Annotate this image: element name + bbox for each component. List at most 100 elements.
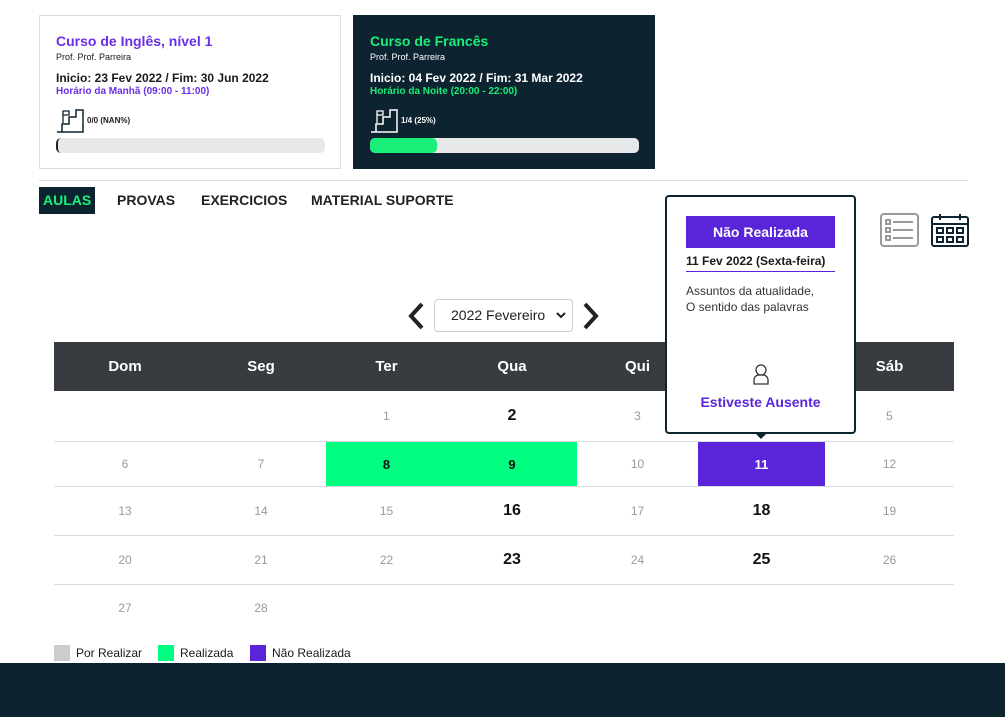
calendar-view-button[interactable] [931, 213, 969, 247]
legend-item: Por Realizar [54, 645, 142, 661]
day-number: 16 [503, 502, 521, 519]
day-number: 20 [118, 553, 132, 567]
course-schedule: Horário da Manhã (09:00 - 11:00) [56, 86, 210, 97]
course-title: Curso de Francês [370, 33, 489, 49]
stairs-icon [57, 109, 84, 133]
course-title: Curso de Inglês, nível 1 [56, 33, 213, 49]
course-dates: Inicio: 23 Fev 2022 / Fim: 30 Jun 2022 [56, 71, 269, 85]
progress-fill [370, 138, 438, 153]
tab[interactable]: PROVAS [117, 192, 176, 208]
progress-track [370, 138, 639, 153]
list-view-button[interactable] [880, 213, 919, 247]
dropdown-arrow [556, 312, 566, 319]
legend-item: Não Realizada [250, 645, 351, 661]
legend-label: Por Realizar [76, 646, 143, 660]
row-line [54, 486, 954, 487]
day-cell: 8 [326, 442, 447, 486]
day-number: 24 [630, 553, 645, 567]
day-cell: 28 [196, 585, 326, 630]
row-line [54, 535, 954, 536]
day-cell: 9 [447, 442, 577, 486]
legend-swatch [158, 645, 174, 661]
course-schedule: Horário da Noite (20:00 - 22:00) [370, 86, 518, 97]
day-cell: 21 [196, 536, 326, 584]
day-cell: 12 [825, 442, 954, 486]
day-number: 19 [882, 504, 897, 518]
day-cell: 2 [447, 391, 577, 441]
day-number: 27 [118, 600, 132, 615]
prev-month-button[interactable] [407, 302, 425, 330]
day-number: 17 [630, 504, 645, 518]
day-cell: 17 [577, 487, 698, 535]
progress-label: 0/0 (NAN%) [87, 116, 131, 125]
weekday: Qua [497, 358, 527, 375]
day-number: 8 [382, 456, 391, 472]
day-cell: 19 [825, 487, 954, 535]
day-cell: 3 [577, 391, 698, 441]
day-cell: 15 [326, 487, 447, 535]
weekday: Sáb [875, 358, 904, 375]
day-number: 28 [254, 600, 268, 615]
legend-swatch [250, 645, 266, 661]
course-teacher: Prof. Prof. Parreira [56, 52, 132, 62]
day-cell: 11 [698, 442, 825, 486]
day-cell: 1 [326, 391, 447, 441]
day-number: 25 [752, 551, 771, 568]
day-cell: 7 [196, 442, 326, 486]
day-number: 13 [118, 504, 132, 518]
lesson-date: 11 Fev 2022 (Sexta-feira) [686, 254, 835, 272]
day-number: 9 [508, 456, 516, 472]
day-cell: 16 [447, 487, 577, 535]
legend-label: Realizada [180, 646, 234, 660]
course-teacher: Prof. Prof. Parreira [370, 52, 446, 62]
weekday: Dom [108, 358, 142, 375]
month-select[interactable]: 2022 Fevereiro [434, 299, 573, 332]
day-number: 15 [379, 504, 394, 518]
progress-track [56, 138, 325, 153]
person-icon [753, 364, 769, 385]
row-line [54, 584, 954, 585]
tooltip-arrow [754, 432, 768, 439]
tab[interactable]: MATERIAL SUPORTE [311, 192, 454, 208]
course-card[interactable]: Curso de Inglês, nível 1 Prof. Prof. Par… [39, 15, 341, 169]
day-number: 1 [383, 409, 390, 423]
day-cell: 25 [698, 536, 825, 584]
day-number: 14 [254, 504, 268, 518]
legend-swatch [54, 645, 70, 661]
day-number: 7 [257, 457, 265, 471]
legend-item: Realizada [158, 645, 233, 661]
day-cell: 13 [54, 487, 196, 535]
day-cell: 14 [196, 487, 326, 535]
day-number: 11 [754, 456, 769, 472]
next-month-button[interactable] [582, 302, 600, 330]
attendance: Estiveste Ausente [700, 394, 821, 410]
day-cell: 24 [577, 536, 698, 584]
day-number: 5 [886, 409, 893, 423]
day-number: 6 [121, 457, 129, 471]
weekday: Ter [375, 358, 398, 375]
tab[interactable]: AULAS [39, 187, 96, 214]
day-cell: 18 [698, 487, 825, 535]
day-number: 22 [379, 553, 394, 567]
weekday: Qui [625, 358, 650, 375]
status-badge: Não Realizada [686, 216, 835, 248]
tab[interactable]: EXERCICIOS [201, 192, 288, 208]
stairs-icon [371, 109, 398, 133]
day-number: 12 [882, 457, 897, 471]
day-cell: 6 [54, 442, 196, 486]
day-number: 21 [254, 553, 268, 567]
day-cell: 27 [54, 585, 196, 630]
lesson-tooltip: Não Realizada 11 Fev 2022 (Sexta-feira) … [665, 195, 856, 439]
day-cell: 20 [54, 536, 196, 584]
day-cell: 10 [577, 442, 698, 486]
day-cell: 23 [447, 536, 577, 584]
day-number: 26 [882, 553, 897, 567]
course-dates: Inicio: 04 Fev 2022 / Fim: 31 Mar 2022 [370, 71, 583, 85]
day-number: 23 [503, 551, 521, 568]
day-cell: 22 [326, 536, 447, 584]
day-number: 18 [752, 502, 771, 519]
day-cell: 5 [825, 391, 954, 441]
month-value: 2022 Fevereiro [451, 307, 546, 323]
course-card[interactable]: Curso de Francês Prof. Prof. Parreira In… [353, 15, 655, 169]
